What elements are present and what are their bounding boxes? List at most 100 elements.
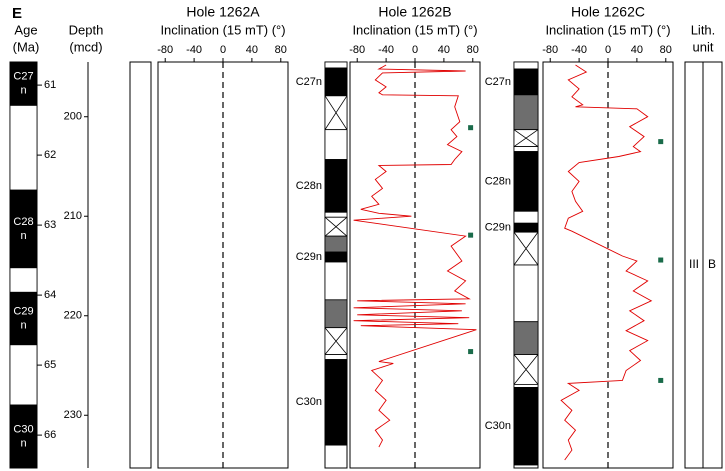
polarity-interval [513, 321, 539, 355]
chron-label: C28 [13, 216, 33, 228]
cross-line [324, 216, 348, 237]
age-tick-label: 62 [44, 149, 56, 161]
cross-line [513, 129, 539, 147]
chron-label: C29n [296, 251, 322, 263]
depth-tick-label: 200 [64, 111, 82, 123]
age-title: (Ma) [13, 39, 40, 54]
polarity-interval [9, 61, 38, 106]
polarity-interval [324, 354, 348, 360]
polarity-interval [324, 299, 348, 329]
polarity-column [129, 61, 152, 469]
x-tick-label: -40 [186, 44, 202, 56]
x-tick-label: -40 [378, 44, 394, 56]
polarity-interval [513, 146, 539, 152]
marker [658, 139, 664, 145]
cross-line [513, 231, 539, 266]
x-axis-label: Inclination (15 mT) (°) [352, 22, 477, 37]
polarity-interval [9, 189, 38, 269]
chron-label: C29n [485, 222, 511, 234]
polarity-interval [324, 129, 348, 160]
polarity-interval [513, 61, 539, 70]
marker [658, 377, 664, 383]
polarity-interval [513, 94, 539, 131]
chart-title: Hole 1262A [186, 4, 260, 20]
polarity-interval [513, 222, 539, 233]
depth-tick-label: 230 [64, 409, 82, 421]
x-tick-label: 80 [660, 44, 672, 56]
polarity-interval [324, 261, 348, 301]
depth-tick-label: 220 [64, 310, 82, 322]
polarity-interval [324, 235, 348, 253]
chron-label: n [20, 319, 26, 331]
x-tick-label: 0 [605, 44, 611, 56]
chron-label: C29 [13, 305, 33, 317]
x-tick-label: -80 [349, 44, 365, 56]
depth-title: (mcd) [69, 39, 102, 54]
x-tick-label: 0 [412, 44, 418, 56]
x-tick-label: -80 [157, 44, 173, 56]
cross-line [324, 95, 348, 130]
age-tick-label: 65 [44, 359, 56, 371]
polarity-interval [324, 359, 348, 446]
x-tick-label: 40 [631, 44, 643, 56]
age-title: Age [14, 22, 37, 37]
chron-label: C27 [13, 71, 33, 83]
polarity-interval [324, 251, 348, 263]
x-tick-label: -80 [542, 44, 558, 56]
polarity-interval [9, 267, 38, 293]
x-tick-label: 80 [467, 44, 479, 56]
cross-line [513, 354, 539, 385]
chron-label: C30 [13, 423, 33, 435]
chron-label: n [20, 230, 26, 242]
chron-label: C30n [485, 420, 511, 432]
depth-tick-label: 210 [64, 210, 82, 222]
inclination-line [353, 64, 477, 448]
chron-label: n [20, 85, 26, 97]
x-tick-label: -40 [571, 44, 587, 56]
polarity-interval [324, 61, 348, 69]
x-tick-label: 40 [246, 44, 258, 56]
chron-label: C28n [485, 175, 511, 187]
depth-title: Depth [69, 22, 104, 37]
age-tick-label: 66 [44, 429, 56, 441]
marker [468, 349, 474, 355]
lith-title: Lith. [691, 22, 716, 37]
chron-label: C30n [296, 396, 322, 408]
x-tick-label: 0 [220, 44, 226, 56]
marker [468, 232, 474, 238]
polarity-interval [513, 210, 539, 224]
x-tick-label: 80 [275, 44, 287, 56]
polarity-interval [9, 344, 38, 406]
chart-title: Hole 1262C [571, 4, 645, 20]
polarity-interval [513, 68, 539, 96]
chron-label: C27n [485, 76, 511, 88]
lith-subunit: B [708, 257, 716, 271]
polarity-interval [9, 404, 38, 469]
marker [658, 257, 664, 263]
age-tick-label: 61 [44, 79, 56, 91]
polarity-interval [513, 384, 539, 388]
age-tick-label: 63 [44, 219, 56, 231]
polarity-interval [9, 105, 38, 191]
x-axis-label: Inclination (15 mT) (°) [545, 22, 670, 37]
chron-label: C27n [296, 76, 322, 88]
x-tick-label: 40 [438, 44, 450, 56]
chron-label: n [20, 437, 26, 449]
marker [468, 125, 474, 131]
age-tick-label: 64 [44, 289, 56, 301]
cross-line [324, 327, 348, 355]
panel-label: E [12, 5, 22, 22]
polarity-interval [513, 386, 539, 466]
chart-title: Hole 1262B [378, 4, 451, 20]
lith-title: unit [693, 39, 714, 54]
chron-label: C28n [296, 180, 322, 192]
polarity-interval [324, 159, 348, 213]
lith-unit: III [689, 257, 699, 271]
inclination-line [560, 64, 653, 461]
polarity-interval [324, 211, 348, 218]
x-axis-label: Inclination (15 mT) (°) [160, 22, 285, 37]
polarity-interval [324, 67, 348, 97]
polarity-interval [513, 151, 539, 212]
polarity-interval [513, 264, 539, 323]
